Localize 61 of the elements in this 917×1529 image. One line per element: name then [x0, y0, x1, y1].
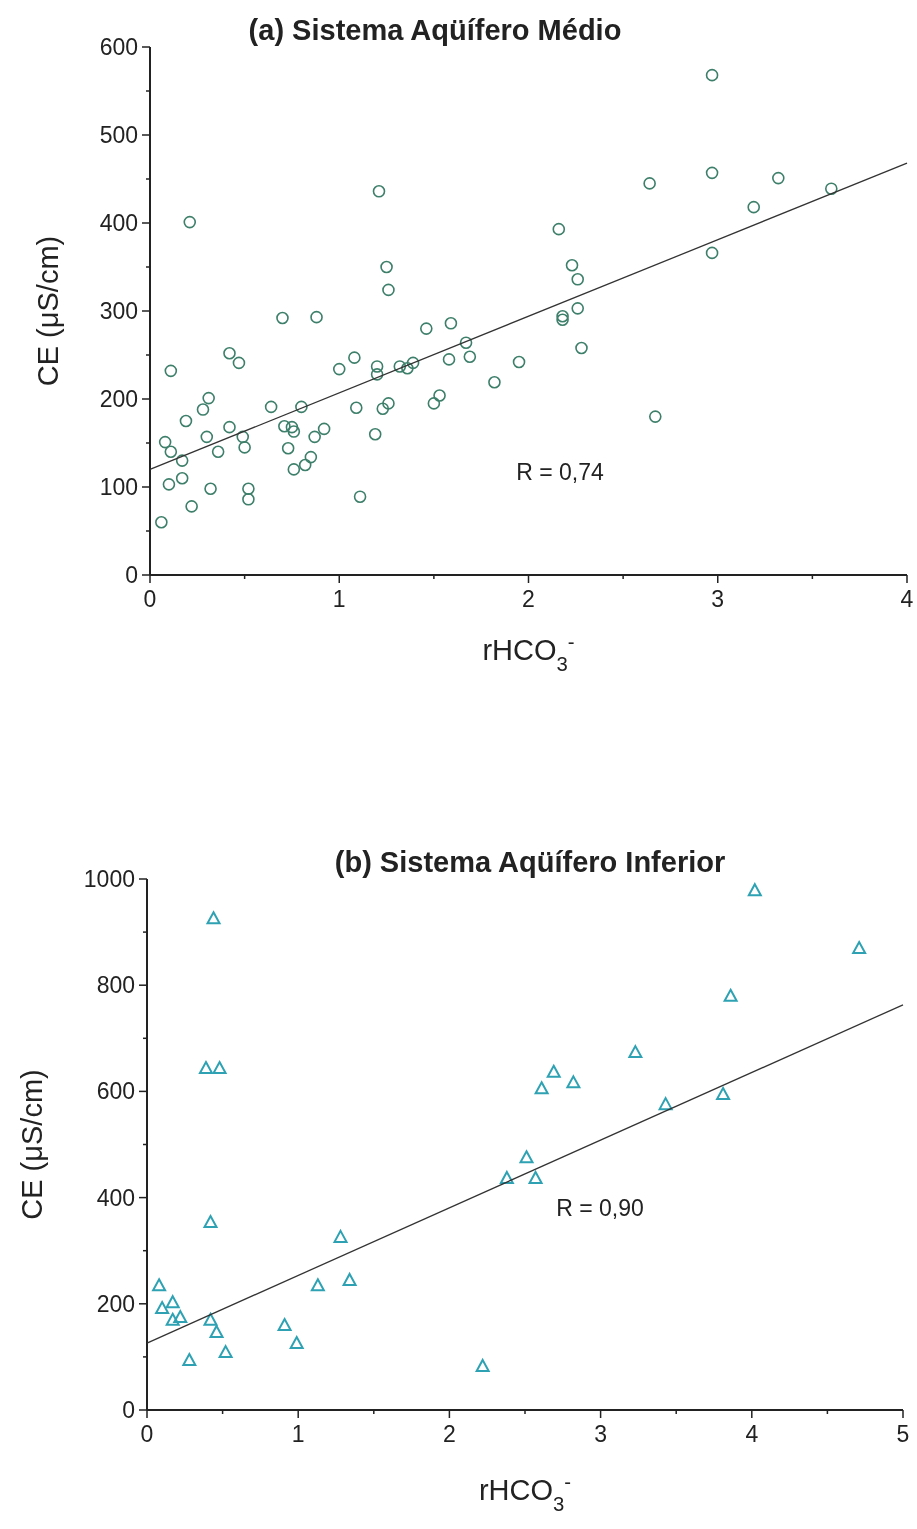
point	[658, 1097, 673, 1111]
y-tick-label: 400	[96, 1184, 135, 1211]
x-tick-label: 0	[140, 1421, 154, 1447]
x-tick-label: 3	[711, 586, 725, 612]
point	[528, 1170, 543, 1184]
y-axis-title: CE (μS/cm)	[16, 1069, 48, 1220]
chart-title: (b) Sistema Aqüífero Inferior	[334, 846, 726, 878]
point	[152, 1278, 167, 1292]
point	[310, 1278, 325, 1292]
point	[198, 1061, 213, 1075]
point	[289, 1336, 304, 1350]
point	[212, 1061, 227, 1075]
y-tick-label: 200	[96, 1290, 135, 1317]
y-tick-label: 600	[99, 34, 138, 61]
point	[173, 1310, 188, 1324]
annotation: R = 0,74	[516, 459, 604, 485]
point	[209, 1324, 224, 1338]
point	[182, 1353, 197, 1367]
point	[546, 1064, 561, 1078]
point	[206, 911, 221, 925]
chart-title: (a) Sistema Aqüífero Médio	[248, 14, 622, 46]
y-tick-label: 500	[99, 122, 138, 149]
y-tick-label: 0	[125, 562, 138, 589]
x-tick-label: 0	[143, 586, 157, 612]
x-tick-label: 2	[443, 1421, 456, 1447]
y-tick-label: 200	[99, 386, 138, 413]
point	[155, 1301, 170, 1315]
point	[852, 941, 867, 955]
y-tick-label: 400	[99, 210, 138, 237]
point	[566, 1075, 581, 1089]
x-tick-label: 1	[291, 1421, 305, 1447]
point	[218, 1345, 233, 1359]
point	[475, 1358, 490, 1372]
y-tick-label: 300	[99, 298, 138, 325]
x-tick-label: 4	[900, 586, 914, 612]
point	[628, 1045, 643, 1059]
point	[716, 1087, 731, 1101]
point	[342, 1272, 357, 1286]
y-tick-label: 0	[122, 1397, 135, 1424]
point	[165, 1295, 180, 1309]
point	[165, 1312, 180, 1326]
point	[333, 1229, 348, 1243]
y-tick-label: 1000	[83, 866, 135, 893]
y-tick-label: 800	[96, 972, 135, 999]
x-tick-label: 3	[594, 1421, 607, 1447]
point	[723, 988, 738, 1002]
y-tick-label: 600	[96, 1078, 135, 1105]
y-tick-label: 100	[99, 474, 138, 501]
x-tick-label: 1	[332, 586, 346, 612]
point	[203, 1312, 218, 1326]
point	[519, 1150, 534, 1164]
point	[534, 1081, 549, 1095]
point	[203, 1215, 218, 1229]
x-tick-label: 4	[745, 1421, 759, 1447]
y-axis-title: CE (μS/cm)	[32, 235, 64, 387]
point	[747, 883, 762, 897]
x-tick-label: 5	[896, 1421, 910, 1447]
x-tick-label: 2	[522, 586, 535, 612]
point	[277, 1318, 292, 1332]
annotation: R = 0,90	[556, 1195, 644, 1221]
point	[499, 1170, 514, 1184]
